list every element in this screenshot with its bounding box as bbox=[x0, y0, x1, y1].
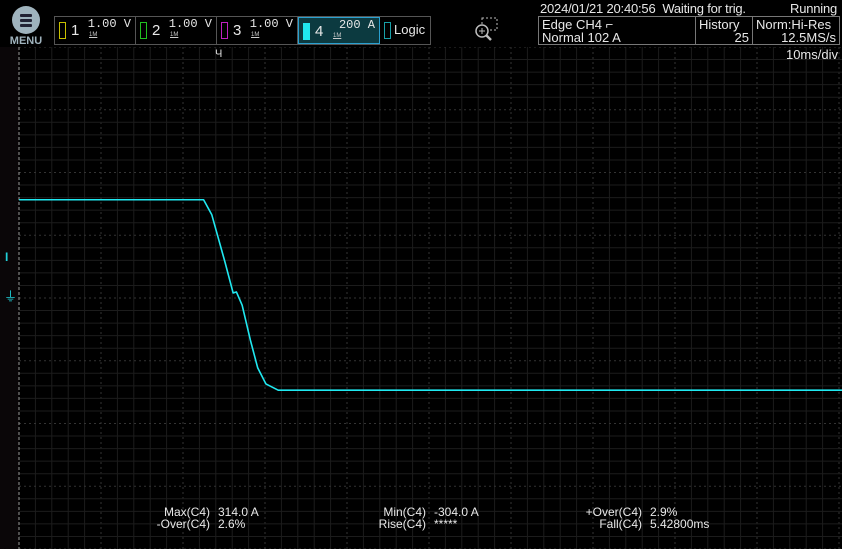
history-label: History bbox=[699, 17, 740, 32]
zoom-icon[interactable] bbox=[472, 16, 500, 44]
measurement-col-1: Max(C4) 314.0 A -Over(C4) 2.6% bbox=[140, 506, 259, 530]
status-line: 2024/01/21 20:40:56 Waiting for trig. Ru… bbox=[540, 1, 837, 16]
channel-bar: 1 1.00 V 1M 2 1.00 V 1M 3 1.00 V 1M 4 200 A 1M L… bbox=[54, 16, 431, 45]
menu-icon bbox=[12, 6, 40, 34]
channel-1-button[interactable]: 1 1.00 V 1M bbox=[55, 17, 136, 44]
trigger-type: Edge CH4 ⌐ bbox=[542, 17, 614, 32]
history-value: 25 bbox=[734, 30, 749, 45]
coupling-icon: 1M bbox=[333, 33, 342, 39]
channel-number: 4 bbox=[315, 23, 324, 40]
meas-value: 5.42800ms bbox=[650, 517, 710, 531]
channel-number: 2 bbox=[152, 22, 161, 39]
meas-label: +Over(C4) bbox=[585, 505, 642, 519]
sample-rate: 12.5MS/s bbox=[781, 30, 836, 45]
channel-scale: 1.00 V bbox=[168, 17, 212, 31]
left-margin bbox=[0, 47, 19, 549]
meas-value: 2.6% bbox=[218, 517, 246, 531]
timebase: 10ms/div bbox=[785, 47, 838, 62]
meas-label: Min(C4) bbox=[383, 505, 426, 519]
meas-label: Rise(C4) bbox=[378, 517, 426, 531]
coupling-icon: 1M bbox=[89, 32, 98, 38]
datetime: 2024/01/21 20:40:56 bbox=[540, 1, 656, 16]
channel-2-button[interactable]: 2 1.00 V 1M bbox=[136, 17, 217, 44]
channel-scale: 1.00 V bbox=[87, 17, 131, 31]
measurement-col-2: Min(C4) -304.0 A Rise(C4) ***** bbox=[356, 506, 479, 530]
meas-label: Fall(C4) bbox=[599, 517, 642, 531]
channel-number: 1 bbox=[71, 22, 80, 39]
channel-scale: 200 A bbox=[338, 18, 375, 32]
channel-4-button[interactable]: 4 200 A 1M bbox=[298, 17, 380, 44]
run-state: Running bbox=[790, 1, 838, 16]
channel-scale: 1.00 V bbox=[249, 17, 293, 31]
meas-label: Max(C4) bbox=[163, 505, 210, 519]
waveform-display: ⏚ I Ч bbox=[0, 47, 842, 549]
meas-value: -304.0 A bbox=[434, 505, 479, 519]
meas-value: ***** bbox=[434, 517, 458, 531]
trigger-position-marker-icon: Ч bbox=[215, 48, 222, 60]
trigger-level-marker-icon: I bbox=[5, 250, 8, 264]
menu-button[interactable]: MENU bbox=[6, 6, 46, 47]
waveform-ch4 bbox=[19, 198, 842, 391]
trigger-box[interactable]: Edge CH4 ⌐ Normal 102 A bbox=[538, 16, 696, 45]
coupling-icon: 1M bbox=[251, 32, 260, 38]
channel-number: 3 bbox=[233, 22, 242, 39]
channel-3-button[interactable]: 3 1.00 V 1M bbox=[217, 17, 298, 44]
logic-button[interactable]: Logic bbox=[380, 17, 430, 44]
coupling-icon: 1M bbox=[170, 32, 179, 38]
acq-mode: Norm:Hi-Res bbox=[756, 17, 832, 32]
measurement-col-3: +Over(C4) 2.9% Fall(C4) 5.42800ms bbox=[572, 505, 710, 531]
trigger-state: Waiting for trig. bbox=[662, 1, 746, 16]
meas-value: 2.9% bbox=[650, 505, 678, 519]
ground-marker-icon: ⏚ bbox=[4, 289, 17, 304]
logic-label: Logic bbox=[394, 22, 426, 37]
history-box[interactable]: History 25 bbox=[695, 16, 753, 45]
trigger-level: Normal 102 A bbox=[542, 30, 621, 45]
meas-value: 314.0 A bbox=[218, 505, 259, 519]
meas-label: -Over(C4) bbox=[156, 517, 210, 531]
acquisition-box[interactable]: Norm:Hi-Res 12.5MS/s bbox=[752, 16, 840, 45]
